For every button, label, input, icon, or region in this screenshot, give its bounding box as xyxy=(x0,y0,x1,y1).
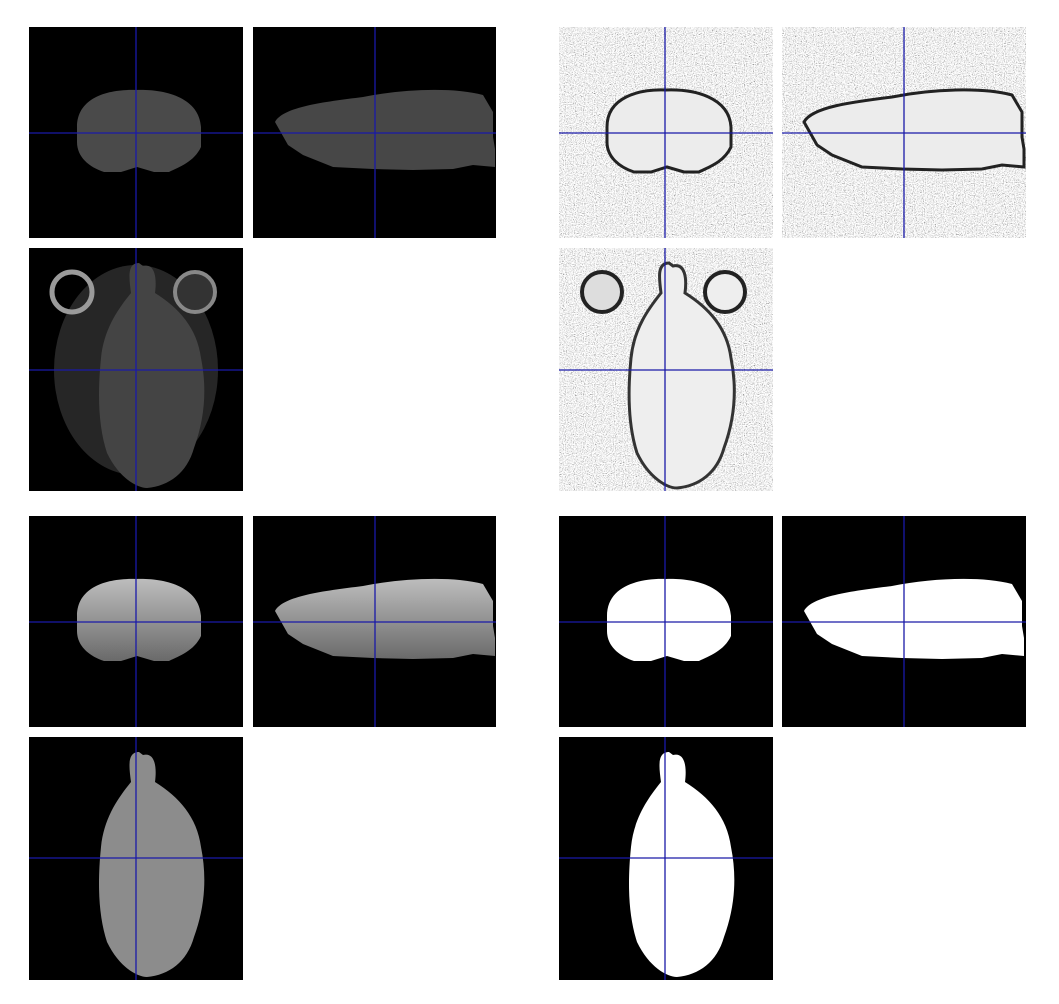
panel-group-stripped xyxy=(29,516,496,980)
panel-group-noise xyxy=(558,26,1027,492)
eye xyxy=(49,269,95,315)
brain-coronal xyxy=(77,578,201,661)
eye xyxy=(580,270,624,314)
mask-coronal xyxy=(607,578,731,661)
brain-coronal xyxy=(605,88,733,174)
eye xyxy=(703,270,747,314)
panel-group-raw xyxy=(29,27,496,491)
eye xyxy=(173,270,217,314)
panel-group-mask xyxy=(559,516,1026,980)
brain-coronal xyxy=(77,89,201,172)
